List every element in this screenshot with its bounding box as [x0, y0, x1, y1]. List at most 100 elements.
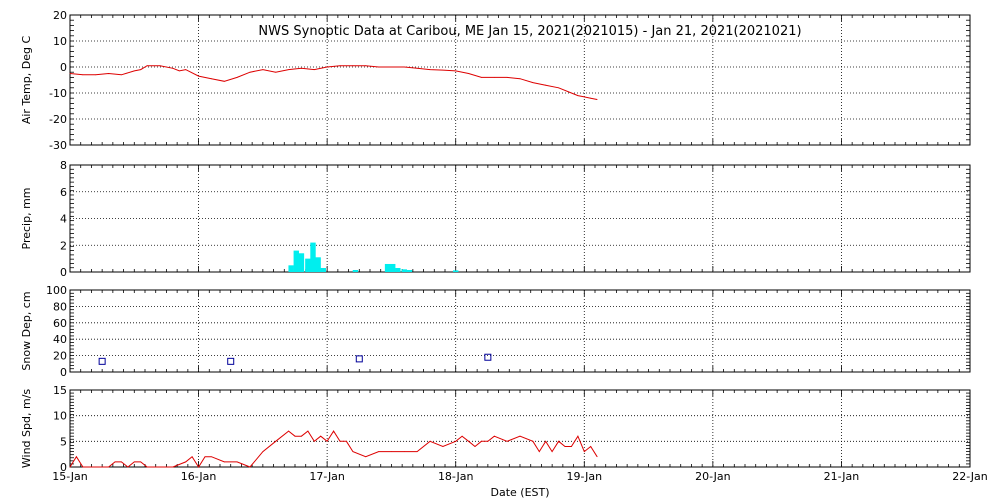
y-axis-label: Snow Dep, cm [20, 291, 33, 370]
panel-0: 20 10 0 -10 -20 -30 Air Temp, Deg C [20, 9, 971, 152]
y-axis-label: Air Temp, Deg C [20, 36, 33, 125]
data-point [95, 466, 97, 468]
data-point [108, 73, 109, 74]
snow-depth-marker [227, 357, 235, 365]
panel-3: 15 10 5 0 Wind Spd, m/s [20, 384, 971, 474]
snow-depth-marker [98, 357, 106, 365]
data-point [590, 97, 592, 99]
y-axis-label: Precip, mm [20, 188, 33, 250]
data-point [532, 82, 534, 83]
precip-bar [288, 265, 294, 272]
data-point [301, 67, 302, 69]
data-point [468, 440, 469, 442]
chart-title: NWS Synoptic Data at Caribou, ME Jan 15,… [258, 24, 801, 39]
data-point [178, 70, 180, 72]
y-tick-label: 10 [53, 410, 67, 423]
data-point [275, 440, 277, 442]
data-point [416, 67, 418, 69]
data-point [461, 435, 463, 437]
data-point [288, 69, 289, 70]
data-point [577, 435, 579, 437]
data-point [481, 440, 482, 442]
precip-bar [320, 267, 326, 272]
data-point [127, 466, 129, 468]
precip-bar [293, 250, 299, 272]
data-point [571, 92, 572, 94]
data-point [403, 66, 405, 68]
data-point [339, 440, 341, 442]
data-point [198, 75, 199, 77]
data-point [95, 74, 97, 76]
data-point [307, 430, 309, 432]
y-tick-label: 100 [46, 284, 67, 297]
data-point [596, 456, 598, 458]
data-point [159, 65, 161, 67]
data-point [519, 78, 521, 80]
x-tick-label: 21-Jan [824, 470, 860, 483]
precip-bar [401, 269, 407, 272]
data-point [133, 70, 135, 72]
y-tick-label: 6 [60, 186, 67, 199]
data-point [236, 77, 238, 78]
data-point [236, 461, 238, 463]
data-point [455, 70, 457, 72]
data-point [596, 99, 598, 100]
data-point [391, 451, 392, 452]
data-point [346, 440, 347, 442]
data-point [146, 466, 148, 468]
data-point [532, 440, 534, 442]
data-point [262, 451, 264, 452]
x-tick-label: 22-Jan [952, 470, 988, 483]
data-point [198, 466, 199, 468]
data-point [211, 78, 212, 80]
y-tick-label: 0 [60, 266, 67, 279]
snow-depth-marker [355, 355, 363, 363]
data-point [506, 440, 508, 442]
precip-bar [406, 269, 413, 272]
data-point [121, 74, 122, 76]
data-point [69, 466, 71, 468]
y-tick-label: -30 [49, 139, 67, 152]
y-tick-label: 0 [60, 61, 67, 74]
data-point [391, 66, 392, 68]
data-point [275, 71, 277, 73]
data-point [493, 77, 495, 78]
y-tick-label: 10 [53, 35, 67, 48]
precip-bar [352, 269, 359, 272]
data-point [577, 95, 579, 96]
data-point [320, 435, 322, 437]
data-point [82, 466, 84, 468]
data-point [133, 461, 135, 463]
data-point [326, 66, 328, 68]
data-point [288, 430, 289, 432]
data-point [506, 77, 508, 78]
data-point [545, 84, 547, 86]
panel-frame [69, 289, 971, 373]
data-point [378, 451, 379, 452]
x-tick-label: 16-Jan [181, 470, 217, 483]
data-point [583, 451, 585, 452]
data-point [146, 65, 148, 67]
data-point [442, 446, 444, 447]
y-tick-label: 0 [60, 461, 67, 474]
panel-frame [69, 389, 971, 468]
data-point [313, 440, 315, 442]
data-point [140, 461, 142, 463]
x-tick-label: 19-Jan [567, 470, 603, 483]
y-tick-label: 0 [60, 366, 67, 379]
data-point [204, 456, 206, 458]
data-point [519, 435, 521, 437]
data-point [442, 69, 444, 71]
y-tick-label: 2 [60, 239, 67, 252]
data-point [416, 451, 418, 452]
data-point [468, 73, 469, 74]
data-point [294, 435, 296, 437]
data-point [365, 65, 367, 67]
data-point [403, 451, 405, 452]
data-point [108, 466, 109, 468]
y-tick-label: 5 [60, 435, 67, 448]
data-point [185, 461, 187, 463]
data-point [69, 73, 71, 74]
y-tick-label: 40 [53, 333, 67, 346]
panel-2: 100 80 60 40 20 0 Snow Dep, cm [20, 284, 971, 379]
